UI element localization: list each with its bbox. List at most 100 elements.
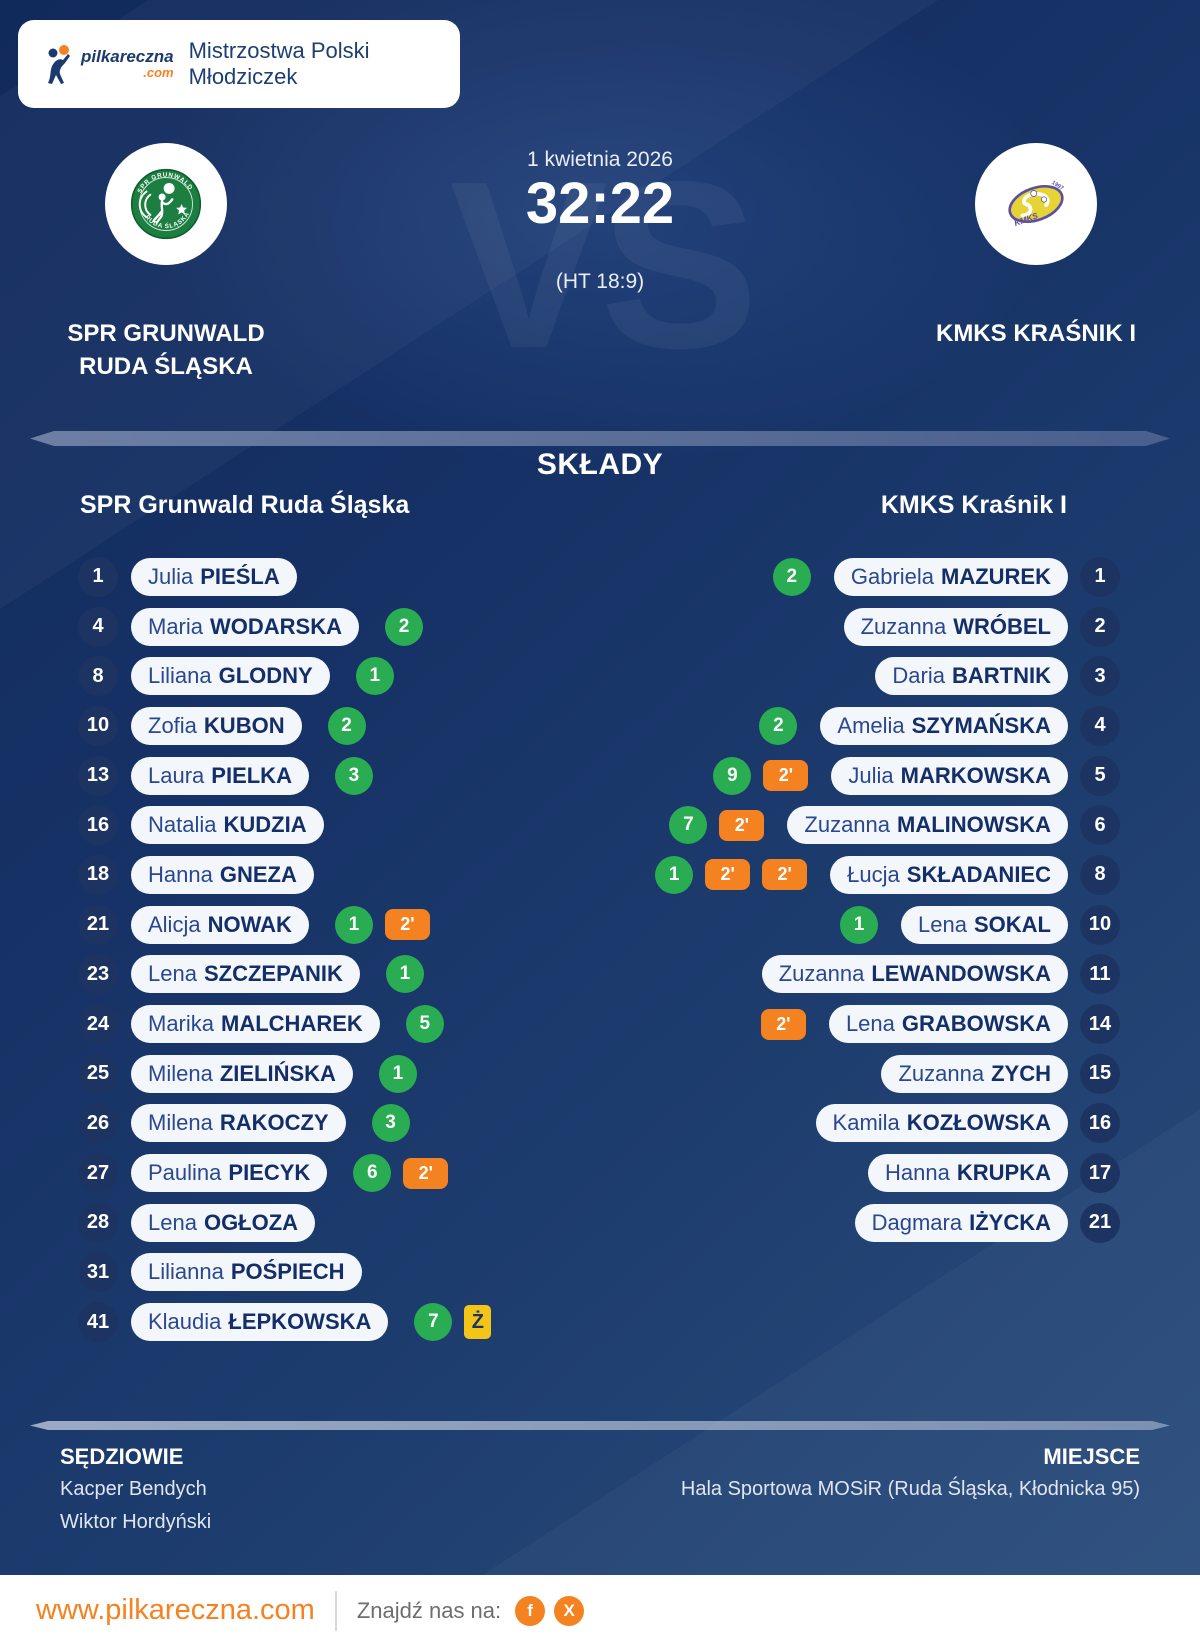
competition-title: Mistrzostwa Polski Młodziczek	[188, 38, 370, 89]
player-first-name: Gabriela	[850, 563, 934, 589]
brand-text: pilkareczna .com	[81, 48, 174, 79]
goals-badge: 1	[840, 905, 879, 944]
player-row: 13 Laura PIELKA 3	[78, 751, 491, 801]
player-last-name: WRÓBEL	[953, 613, 1051, 639]
home-lineup-column: 1 Julia PIEŚLA 4 Maria WODARSKA 2 8 Liliana GLODN…	[78, 552, 492, 1347]
player-first-name: Milena	[148, 1060, 213, 1086]
player-badges: 6 2'	[353, 1154, 449, 1193]
player-last-name: NOWAK	[207, 911, 292, 937]
player-number-badge: 16	[1080, 1103, 1120, 1144]
player-row: Hanna KRUPKA 17	[520, 1148, 1120, 1198]
player-first-name: Liliana	[148, 663, 212, 689]
player-name-pill: Marika MALCHAREK	[131, 1005, 380, 1044]
player-first-name: Lilianna	[148, 1259, 224, 1285]
player-first-name: Amelia	[837, 712, 905, 738]
player-badges: 1 2' 2'	[655, 855, 808, 894]
player-row: 10 Zofia KUBON 2	[78, 701, 491, 751]
player-last-name: GRABOWSKA	[901, 1011, 1051, 1037]
player-badges: 2'	[760, 1008, 806, 1040]
player-row: 2' Lena GRABOWSKA 14	[520, 999, 1120, 1049]
pilkareczna-logo: pilkareczna .com	[40, 43, 174, 85]
player-row: 25 Milena ZIELIŃSKA 1	[78, 1049, 491, 1099]
player-name-pill: Natalia KUDZIA	[131, 806, 324, 845]
player-number-badge: 27	[78, 1153, 118, 1194]
player-row: 1 Julia PIEŚLA	[78, 552, 491, 602]
player-name-pill: Milena RAKOCZY	[131, 1104, 346, 1143]
player-name-pill: Lilianna POŚPIECH	[131, 1253, 362, 1292]
player-first-name: Paulina	[148, 1160, 222, 1186]
away-team-name: KMKS KRAŚNIK I	[935, 320, 1136, 347]
player-name-pill: Gabriela MAZUREK	[833, 557, 1068, 596]
player-last-name: ZYCH	[991, 1060, 1051, 1086]
player-number-badge: 24	[78, 1004, 118, 1045]
two-minute-suspension-badge: 2'	[384, 909, 430, 941]
player-name-pill: Zuzanna MALINOWSKA	[787, 806, 1068, 845]
player-number-badge: 25	[78, 1053, 118, 1094]
player-badges: 9 2'	[713, 756, 809, 795]
player-name-pill: Lena SZCZEPANIK	[131, 955, 360, 994]
player-first-name: Hanna	[885, 1160, 950, 1186]
player-last-name: GNEZA	[219, 861, 297, 887]
player-number-badge: 17	[1080, 1153, 1120, 1194]
player-number-badge: 8	[1080, 854, 1120, 895]
player-name-pill: Zuzanna ZYCH	[881, 1054, 1068, 1093]
player-number-badge: 1	[1080, 556, 1120, 597]
kmks-krasnik-crest-icon: KMKS 1997	[1008, 180, 1064, 228]
facebook-icon[interactable]: f	[515, 1595, 546, 1626]
player-row: 18 Hanna GNEZA	[78, 850, 491, 900]
player-last-name: MALINOWSKA	[897, 812, 1051, 838]
player-name-pill: Zuzanna LEWANDOWSKA	[761, 955, 1068, 994]
player-row: 28 Lena OGŁOZA	[78, 1198, 491, 1248]
referee-name: Wiktor Hordyński	[60, 1511, 212, 1533]
player-row: Zuzanna LEWANDOWSKA 11	[520, 950, 1120, 1000]
player-last-name: MARKOWSKA	[900, 762, 1051, 788]
lineups-title: SKŁADY	[536, 448, 664, 481]
x-icon[interactable]: X	[554, 1595, 585, 1626]
away-lineup-column: 2 Gabriela MAZUREK 1 Zuzanna WRÓBEL 2 Daria BART…	[520, 552, 1120, 1248]
goals-badge: 5	[405, 1005, 444, 1044]
player-first-name: Lena	[845, 1011, 895, 1037]
away-team-block: KMKS 1997 KMKS KRAŚNIK I	[926, 143, 1146, 350]
two-minute-suspension-badge: 2'	[760, 1008, 806, 1040]
player-row: 24 Marika MALCHAREK 5	[78, 999, 491, 1049]
player-row: Zuzanna WRÓBEL 2	[520, 602, 1120, 652]
goals-badge: 1	[655, 855, 694, 894]
player-last-name: MAZUREK	[941, 563, 1051, 589]
goals-badge: 7	[669, 806, 708, 845]
player-badges: 1	[355, 657, 394, 696]
website-link[interactable]: www.pilkareczna.com	[36, 1594, 315, 1626]
player-number-badge: 10	[78, 705, 118, 746]
player-number-badge: 11	[1080, 954, 1120, 995]
player-name-pill: Dagmara IŻYCKA	[854, 1203, 1068, 1242]
player-row: 31 Lilianna POŚPIECH	[78, 1248, 491, 1298]
player-first-name: Klaudia	[148, 1309, 222, 1335]
player-first-name: Alicja	[148, 911, 201, 937]
venue-name: Hala Sportowa MOSiR (Ruda Śląska, Kłodni…	[680, 1478, 1140, 1500]
player-row: 1 Lena SOKAL 10	[520, 900, 1120, 950]
player-name-pill: Kamila KOZŁOWSKA	[815, 1104, 1068, 1143]
player-name-pill: Liliana GLODNY	[131, 657, 330, 696]
player-name-pill: Hanna GNEZA	[131, 855, 314, 894]
player-badges: 1	[840, 905, 879, 944]
player-row: 16 Natalia KUDZIA	[78, 800, 491, 850]
player-number-badge: 16	[78, 805, 118, 846]
player-first-name: Milena	[148, 1110, 213, 1136]
player-row: 4 Maria WODARSKA 2	[78, 602, 491, 652]
player-row: 41 Klaudia ŁEPKOWSKA 7 Ż	[78, 1297, 492, 1347]
goals-badge: 1	[378, 1054, 417, 1093]
player-number-badge: 6	[1080, 805, 1120, 846]
goals-badge: 2	[759, 706, 798, 745]
player-name-pill: Amelia SZYMAŃSKA	[820, 706, 1068, 745]
player-row: Zuzanna ZYCH 15	[520, 1049, 1120, 1099]
player-first-name: Lena	[918, 911, 967, 937]
two-minute-suspension-badge: 2'	[719, 809, 765, 841]
player-last-name: SZYMAŃSKA	[911, 712, 1051, 738]
player-row: 23 Lena SZCZEPANIK 1	[78, 950, 491, 1000]
player-row: Kamila KOZŁOWSKA 16	[520, 1099, 1120, 1149]
player-number-badge: 4	[1080, 705, 1120, 746]
player-name-pill: Lena OGŁOZA	[131, 1203, 316, 1242]
player-number-badge: 31	[78, 1252, 118, 1293]
player-name-pill: Milena ZIELIŃSKA	[131, 1054, 353, 1093]
player-row: 26 Milena RAKOCZY 3	[78, 1099, 491, 1149]
player-last-name: PIECYK	[228, 1160, 311, 1186]
